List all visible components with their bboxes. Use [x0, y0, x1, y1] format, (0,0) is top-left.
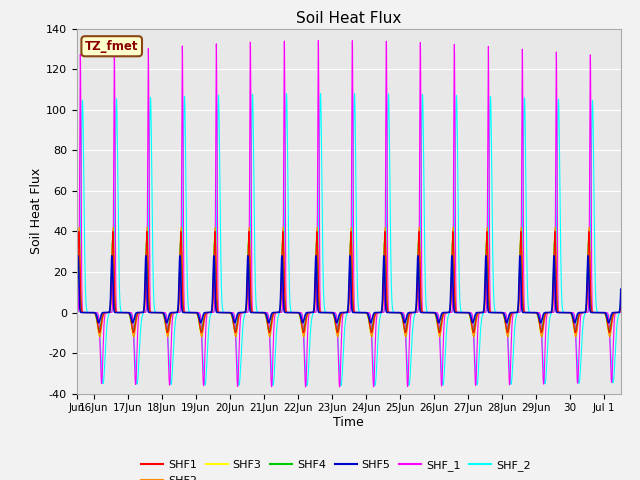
SHF4 — [240, 310, 248, 315]
SHF2 — [73, 304, 81, 310]
SHF_2 — [317, 102, 324, 108]
SHF5 — [92, 311, 100, 317]
SHF5 — [74, 253, 82, 259]
SHF_1 — [482, 310, 490, 315]
SHF1 — [240, 310, 248, 315]
SHF3 — [73, 295, 81, 300]
SHF5 — [481, 263, 489, 268]
Line: SHF4: SHF4 — [77, 241, 621, 331]
Line: SHF3: SHF3 — [77, 236, 621, 335]
SHF1 — [92, 312, 100, 318]
SHF2 — [481, 291, 489, 297]
SHF5 — [73, 287, 81, 292]
SHF2 — [214, 307, 221, 312]
SHF5 — [214, 310, 221, 315]
SHF1 — [617, 300, 625, 306]
SHF4 — [605, 328, 613, 334]
SHF_1 — [314, 37, 322, 43]
SHF4 — [617, 292, 625, 298]
SHF_2 — [92, 310, 100, 316]
X-axis label: Time: Time — [333, 416, 364, 429]
SHF4 — [92, 313, 100, 319]
SHF4 — [317, 310, 324, 315]
SHF3 — [481, 272, 489, 278]
SHF4 — [75, 239, 83, 244]
SHF_2 — [73, 310, 81, 315]
SHF1 — [75, 228, 83, 234]
Line: SHF1: SHF1 — [77, 231, 621, 333]
SHF5 — [605, 320, 612, 325]
Title: Soil Heat Flux: Soil Heat Flux — [296, 11, 401, 26]
SHF1 — [73, 300, 81, 306]
SHF_2 — [240, 315, 248, 321]
SHF5 — [317, 310, 324, 315]
SHF3 — [605, 332, 613, 338]
SHF1 — [481, 282, 489, 288]
SHF5 — [617, 287, 625, 292]
SHF4 — [214, 309, 221, 315]
SHF2 — [92, 312, 100, 318]
SHF_1 — [317, 310, 324, 315]
SHF3 — [547, 310, 555, 315]
SHF2 — [606, 334, 614, 340]
SHF_1 — [92, 310, 100, 315]
SHF_2 — [337, 383, 345, 388]
Line: SHF_1: SHF_1 — [77, 40, 621, 387]
SHF3 — [92, 314, 100, 320]
Y-axis label: Soil Heat Flux: Soil Heat Flux — [30, 168, 43, 254]
SHF_2 — [482, 309, 490, 315]
Text: TZ_fmet: TZ_fmet — [85, 40, 138, 53]
SHF_1 — [73, 310, 81, 315]
SHF3 — [240, 310, 248, 315]
SHF4 — [481, 269, 489, 275]
SHF_2 — [214, 117, 221, 122]
SHF_1 — [336, 384, 344, 390]
SHF_1 — [617, 310, 625, 315]
SHF1 — [605, 330, 613, 336]
SHF3 — [617, 295, 625, 300]
SHF3 — [317, 310, 324, 315]
SHF4 — [547, 309, 555, 315]
Line: SHF2: SHF2 — [77, 228, 621, 337]
SHF1 — [214, 308, 221, 314]
SHF4 — [73, 292, 81, 298]
SHF3 — [214, 309, 221, 315]
SHF2 — [240, 310, 248, 315]
SHF_1 — [214, 281, 221, 287]
SHF_2 — [317, 91, 324, 96]
SHF1 — [547, 310, 555, 315]
SHF2 — [317, 310, 324, 315]
Legend: SHF1, SHF2, SHF3, SHF4, SHF5, SHF_1, SHF_2: SHF1, SHF2, SHF3, SHF4, SHF5, SHF_1, SHF… — [137, 456, 535, 480]
SHF5 — [547, 309, 555, 315]
SHF_2 — [617, 310, 625, 315]
SHF_1 — [240, 310, 248, 315]
SHF2 — [617, 304, 625, 310]
SHF3 — [75, 233, 83, 239]
Line: SHF5: SHF5 — [77, 256, 621, 323]
SHF5 — [240, 310, 248, 315]
SHF_2 — [547, 311, 555, 316]
SHF1 — [317, 310, 324, 315]
SHF_1 — [547, 310, 555, 315]
SHF2 — [76, 225, 83, 230]
SHF2 — [547, 310, 555, 315]
Line: SHF_2: SHF_2 — [77, 94, 621, 385]
